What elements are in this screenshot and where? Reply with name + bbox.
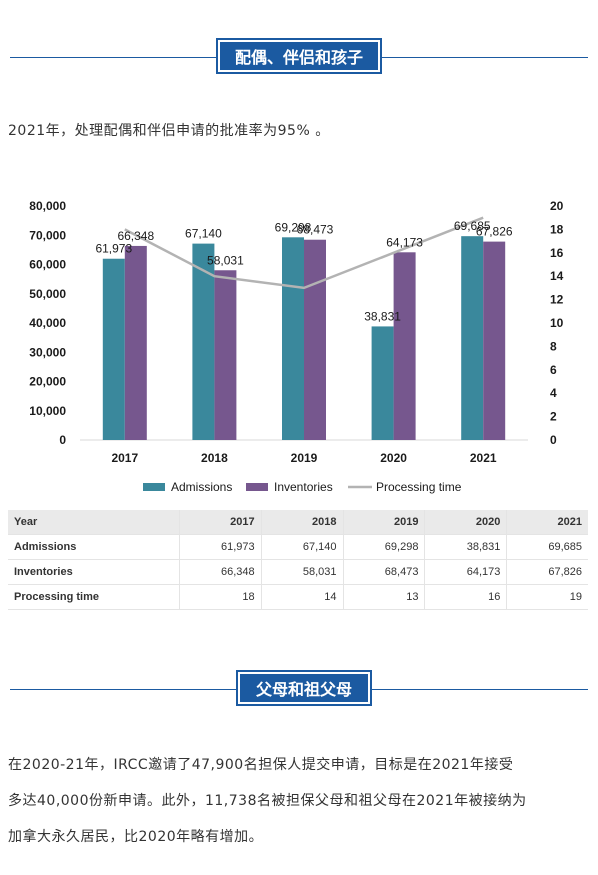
data-label: 69,298 [275,220,312,234]
table-cell: Admissions [8,534,180,560]
y-left-tick-label: 70,000 [29,228,66,242]
table-row-inventories: Inventories 66,348 58,031 68,473 64,173 … [8,559,588,585]
y-right-tick-label: 12 [550,293,564,307]
y-right-tick-label: 8 [550,339,557,353]
intro-paragraph: 2021年，处理配偶和伴侣申请的批准率为95% 。 [8,123,330,139]
y-left-tick-label: 60,000 [29,258,66,272]
table-cell: 38,831 [424,534,507,560]
y-right-tick-label: 14 [550,269,564,283]
bar-inventories [214,270,237,440]
table-header-cell: 2019 [342,510,425,535]
table-cell: 61,973 [178,534,262,560]
bar-admissions [461,236,484,440]
y-left-tick-label: 30,000 [29,345,66,359]
table-cell: 13 [342,584,425,610]
bar-inventories [304,239,326,440]
x-tick-label: 2020 [380,451,407,465]
legend-label: Inventories [274,480,333,494]
y-left-tick-label: 40,000 [29,316,66,330]
y-left-tick-label: 80,000 [29,199,66,213]
bar-inventories [483,241,506,440]
bar-inventories [124,245,147,440]
bar-admissions [102,258,125,440]
data-label: 38,831 [364,309,401,323]
section-header-parents: 父母和祖父母 [10,670,588,710]
y-left-tick-label: 20,000 [29,375,66,389]
y-left-tick-label: 50,000 [29,287,66,301]
table-header-cell: 2017 [178,510,262,535]
data-label: 58,031 [207,253,244,267]
data-table: Year 2017 2018 2019 2020 2021 Admissions… [8,510,588,610]
bar-admissions [282,237,304,440]
table-cell: 19 [506,584,588,610]
combo-chart: 0 10,000 20,000 30,000 40,000 50,000 60,000 70,… [29,199,564,494]
section-header-spouses: 配偶、伴侣和孩子 [10,38,588,78]
data-label: 69,685 [454,219,491,233]
data-label: 67,826 [476,225,513,239]
table-cell: 58,031 [260,559,344,585]
legend-swatch [246,483,268,491]
y-right-tick-label: 0 [550,433,557,447]
paragraph-line: 加拿大永久居民，比2020年略有增加。 [8,829,264,845]
line-processing-time [124,216,484,290]
data-label: 66,348 [117,229,154,243]
legend-label: Admissions [171,480,232,494]
table-header-cell: 2020 [424,510,507,535]
table-row-processing-time: Processing time 18 14 13 16 19 [8,584,588,610]
table-cell: Processing time [8,584,180,610]
table-cell: Inventories [8,559,180,585]
x-tick-label: 2017 [111,451,138,465]
table-header-row: Year 2017 2018 2019 2020 2021 [8,510,588,535]
x-tick-label: 2018 [201,451,228,465]
y-right-tick-label: 2 [550,410,557,424]
table-header-cell: Year [8,510,180,535]
table-cell: 16 [424,584,507,610]
table-cell: 69,685 [506,534,588,560]
x-tick-label: 2019 [291,451,318,465]
table-cell: 67,140 [260,534,344,560]
data-label: 68,473 [297,223,334,237]
paragraph-line: 多达40,000份新申请。此外，11,738名被担保父母和祖父母在2021年被接… [8,793,527,809]
bar-inventories [393,252,416,440]
y-right-tick-label: 16 [550,246,564,260]
y-right-tick-label: 6 [550,363,557,377]
table-cell: 68,473 [342,559,425,585]
data-label: 61,973 [95,242,132,256]
legend-label: Processing time [376,480,462,494]
data-label: 67,140 [185,227,222,241]
section-title: 配偶、伴侣和孩子 [220,42,378,70]
section-title-box: 父母和祖父母 [236,670,372,706]
bar-admissions [371,326,394,440]
table-cell: 64,173 [424,559,507,585]
data-label: 64,173 [386,235,423,249]
x-tick-label: 2021 [470,451,497,465]
table-cell: 14 [260,584,344,610]
table-cell: 18 [178,584,262,610]
paragraph-line: 在2020-21年，IRCC邀请了47,900名担保人提交申请，目标是在2021… [8,757,514,773]
bar-admissions [192,243,215,440]
table-cell: 66,348 [178,559,262,585]
y-left-tick-label: 0 [59,433,66,447]
table-row-admissions: Admissions 61,973 67,140 69,298 38,831 6… [8,534,588,560]
y-right-tick-label: 10 [550,316,564,330]
table-header-cell: 2021 [506,510,588,535]
y-right-tick-label: 20 [550,199,564,213]
table-cell: 69,298 [342,534,425,560]
section-title: 父母和祖父母 [240,674,368,702]
table-header-cell: 2018 [260,510,344,535]
y-left-tick-label: 10,000 [29,404,66,418]
y-right-tick-label: 18 [550,222,564,236]
legend-swatch [143,483,165,491]
table-cell: 67,826 [506,559,588,585]
section-title-box: 配偶、伴侣和孩子 [216,38,382,74]
y-right-tick-label: 4 [550,386,557,400]
